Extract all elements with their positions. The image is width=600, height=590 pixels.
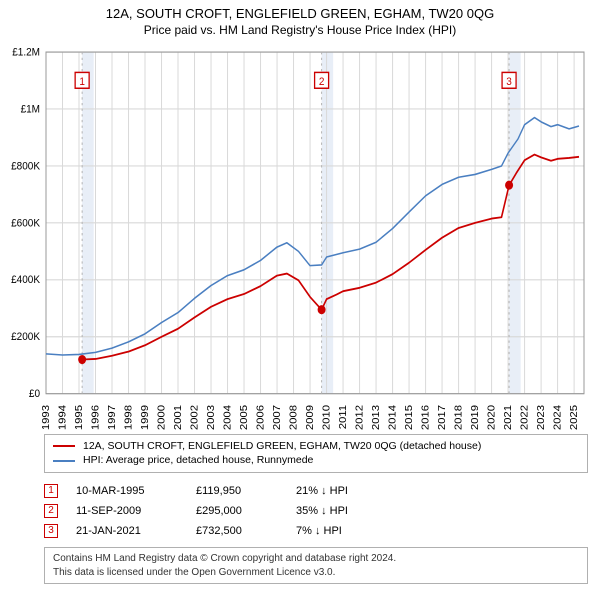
sale-price-1: £119,950 [196,485,296,497]
sale-diff-3: 7% ↓ HPI [296,525,436,537]
sale-row-2: 2 11-SEP-2009 £295,000 35% ↓ HPI [44,501,588,521]
svg-text:£1.2M: £1.2M [12,46,40,59]
svg-text:2: 2 [319,75,325,88]
legend-item-hpi: HPI: Average price, detached house, Runn… [53,453,579,468]
svg-text:2001: 2001 [173,405,184,430]
svg-text:1995: 1995 [74,405,85,430]
footer-line2: This data is licensed under the Open Gov… [53,566,579,580]
sale-price-2: £295,000 [196,505,296,517]
svg-text:1999: 1999 [140,405,151,430]
attribution-footer: Contains HM Land Registry data © Crown c… [44,547,588,584]
svg-text:2005: 2005 [239,405,250,430]
sale-diff-2: 35% ↓ HPI [296,505,436,517]
svg-text:2021: 2021 [503,405,514,430]
chart-area: £0 £200K £400K £600K £800K £1M £1.2M 1993 1994 19… [0,39,600,428]
svg-text:2024: 2024 [552,405,563,430]
svg-text:2018: 2018 [453,405,464,430]
svg-text:2016: 2016 [420,405,431,430]
svg-text:2020: 2020 [486,405,497,430]
svg-text:2017: 2017 [437,405,448,430]
svg-text:2013: 2013 [371,405,382,430]
sale-price-3: £732,500 [196,525,296,537]
legend-label-price: 12A, SOUTH CROFT, ENGLEFIELD GREEN, EGHA… [83,439,481,454]
svg-text:2002: 2002 [189,405,200,430]
sale-row-3: 3 21-JAN-2021 £732,500 7% ↓ HPI [44,521,588,541]
svg-text:1997: 1997 [107,405,118,430]
legend-label-hpi: HPI: Average price, detached house, Runn… [83,453,313,468]
svg-text:2000: 2000 [156,405,167,430]
svg-text:£1M: £1M [21,103,40,116]
svg-text:2015: 2015 [404,405,415,430]
svg-text:2010: 2010 [321,405,332,430]
sale-marker-2: 2 [44,504,58,518]
svg-text:1994: 1994 [57,405,68,430]
svg-text:2003: 2003 [206,405,217,430]
svg-text:1998: 1998 [123,405,134,430]
svg-text:2019: 2019 [470,405,481,430]
svg-text:2007: 2007 [272,405,283,430]
title-address: 12A, SOUTH CROFT, ENGLEFIELD GREEN, EGHA… [4,6,596,21]
svg-text:£0: £0 [29,388,40,401]
legend-swatch-hpi [53,460,75,462]
svg-text:2011: 2011 [338,405,349,429]
root: 12A, SOUTH CROFT, ENGLEFIELD GREEN, EGHA… [0,0,600,590]
svg-text:2009: 2009 [305,405,316,430]
price-chart: £0£200K£400K£600K£800K£1M£1.2M1993199419… [44,43,588,428]
svg-text:3: 3 [506,75,512,88]
svg-text:£400K: £400K [11,274,40,287]
sale-date-2: 11-SEP-2009 [76,505,196,517]
legend: 12A, SOUTH CROFT, ENGLEFIELD GREEN, EGHA… [44,434,588,473]
svg-text:2008: 2008 [288,405,299,430]
svg-text:2012: 2012 [354,405,365,430]
legend-swatch-price [53,445,75,447]
svg-text:2004: 2004 [222,405,233,430]
svg-text:£200K: £200K [11,331,40,344]
sale-diff-1: 21% ↓ HPI [296,485,436,497]
svg-text:£600K: £600K [11,217,40,230]
sale-date-1: 10-MAR-1995 [76,485,196,497]
legend-item-price: 12A, SOUTH CROFT, ENGLEFIELD GREEN, EGHA… [53,439,579,454]
svg-text:1993: 1993 [41,405,52,430]
title-subtitle: Price paid vs. HM Land Registry's House … [4,23,596,37]
svg-text:2022: 2022 [519,405,530,430]
svg-text:£800K: £800K [11,160,40,173]
svg-text:2023: 2023 [536,405,547,430]
sales-table: 1 10-MAR-1995 £119,950 21% ↓ HPI 2 11-SE… [44,481,588,541]
sale-row-1: 1 10-MAR-1995 £119,950 21% ↓ HPI [44,481,588,501]
svg-text:1996: 1996 [90,405,101,430]
sale-date-3: 21-JAN-2021 [76,525,196,537]
svg-text:2006: 2006 [255,405,266,430]
svg-text:1: 1 [79,75,85,88]
title-block: 12A, SOUTH CROFT, ENGLEFIELD GREEN, EGHA… [0,0,600,39]
sale-marker-3: 3 [44,524,58,538]
sale-marker-1: 1 [44,484,58,498]
footer-line1: Contains HM Land Registry data © Crown c… [53,552,579,566]
svg-text:2025: 2025 [569,405,580,430]
svg-text:2014: 2014 [387,405,398,430]
